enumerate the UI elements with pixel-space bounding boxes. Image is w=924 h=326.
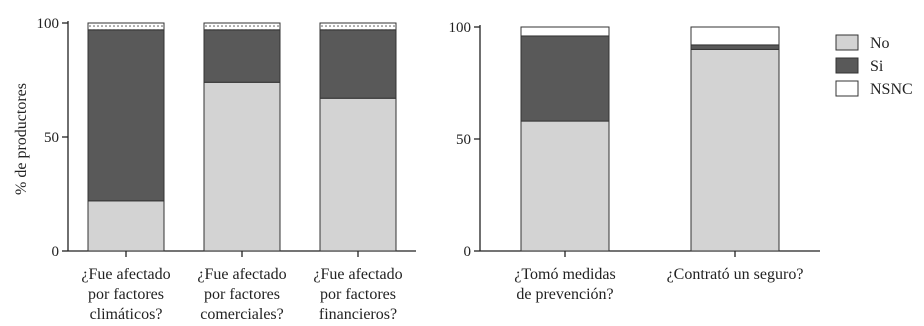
x-tick-label: ¿Tomó medidas de prevención? (514, 266, 616, 303)
bar-segment-no (203, 81, 281, 252)
bar-segment-no (520, 120, 610, 252)
y-tick-label: 50 (456, 132, 471, 148)
bar-segment-si (690, 44, 780, 50)
y-tick-label: 50 (44, 130, 59, 146)
y-tick-label: 100 (449, 20, 472, 36)
bar-segment-nsnc (203, 22, 281, 31)
x-tick-label: ¿Contrató un seguro? (667, 266, 804, 283)
legend-label-si: Si (870, 58, 884, 75)
bar-segment-nsnc (87, 22, 165, 31)
bar-segment-no (319, 97, 397, 252)
legend-label-no: No (870, 35, 890, 52)
legend-swatch-no (835, 34, 859, 51)
y-tick-label: 0 (52, 244, 60, 260)
bar-segment-nsnc (520, 26, 610, 37)
bar-segment-si (520, 35, 610, 122)
y-axis-title: % de productores (13, 83, 30, 195)
chart-panel-right: 0 50 100 ¿Tomó medidas de prevención? ¿Contra… (449, 20, 820, 303)
bar-segment-no (87, 200, 165, 252)
y-tick-label: 0 (464, 244, 472, 260)
legend-swatch-si (835, 57, 859, 74)
x-tick-label: ¿Fue afectado por factores climáticos? (81, 266, 170, 323)
x-tick-label: ¿Fue afectado por factores financieros? (313, 266, 402, 323)
bar-segment-si (203, 29, 281, 83)
bar-segment-nsnc (319, 22, 397, 31)
y-tick-label: 100 (37, 16, 60, 32)
legend: No Si NSNC (835, 34, 913, 98)
bar-segment-no (690, 48, 780, 252)
bar-segment-nsnc (690, 26, 780, 46)
x-tick-label: ¿Fue afectado por factores comerciales? (197, 266, 286, 323)
bar-segment-si (87, 29, 165, 202)
legend-label-nsnc: NSNC (870, 81, 913, 98)
legend-swatch-nsnc (835, 80, 859, 97)
chart-panel-left: 0 50 100 ¿Fue afectado por factores climático… (37, 16, 416, 323)
bar-segment-si (319, 29, 397, 99)
